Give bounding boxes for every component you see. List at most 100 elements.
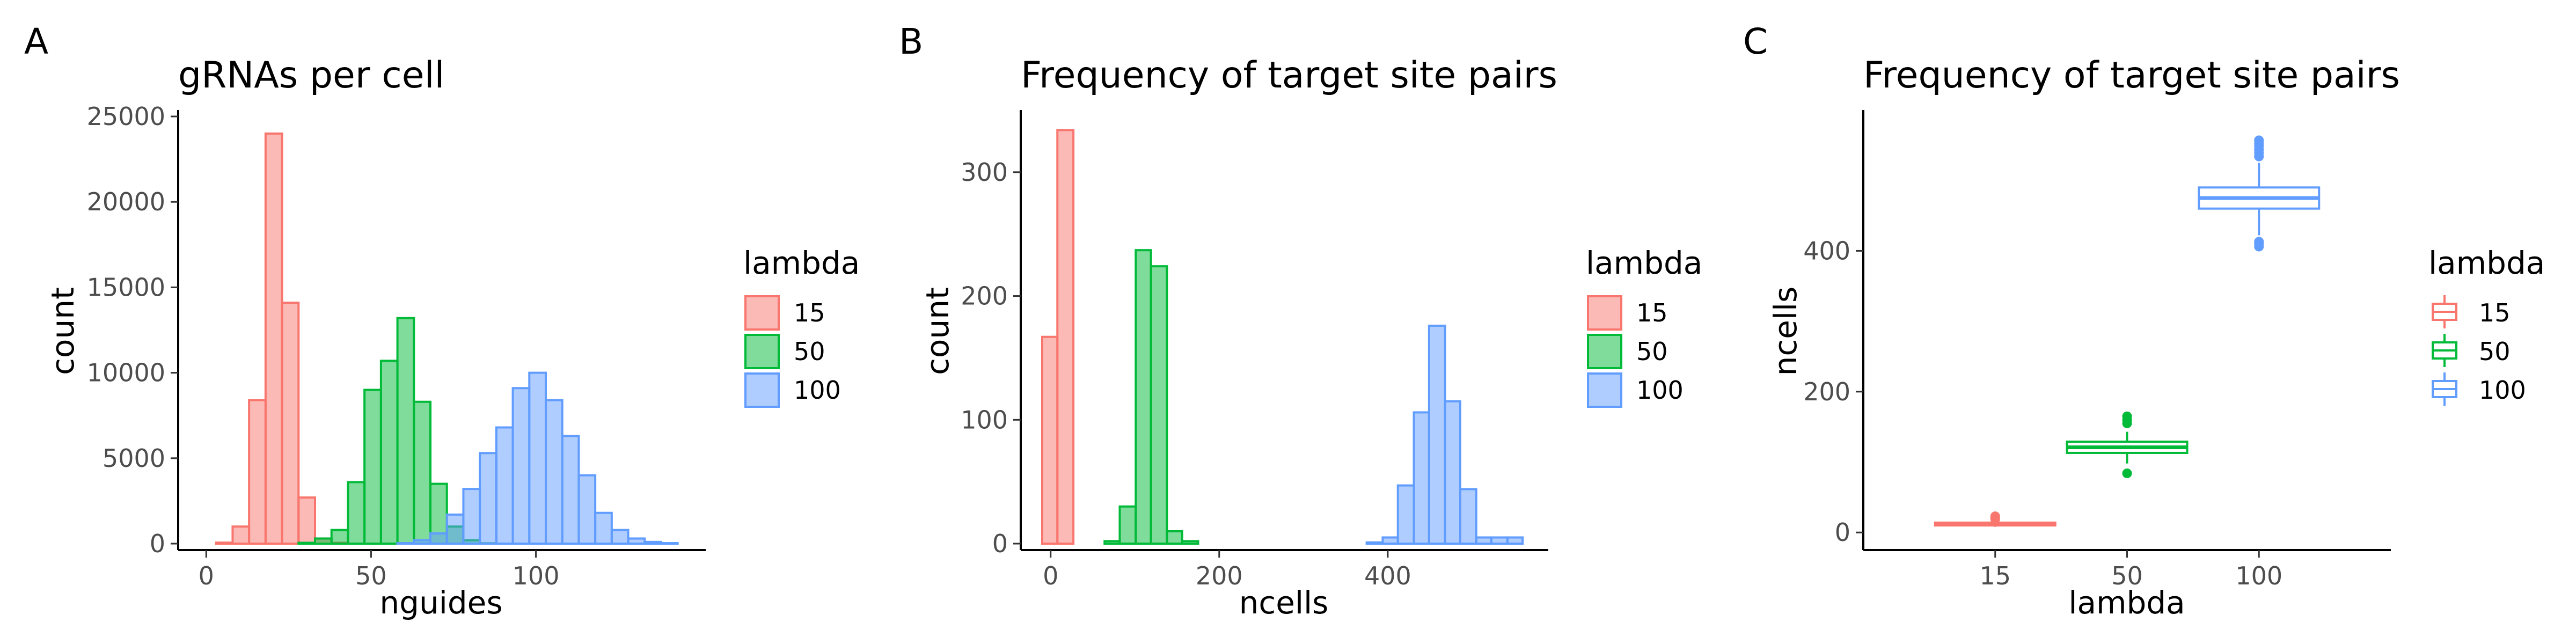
histogram-bar (1381, 536, 1399, 545)
legend-label: 100 (2479, 376, 2526, 405)
histogram-bar (561, 435, 580, 545)
panel-letter-c: C (1743, 21, 1768, 62)
x-tick-label: 50 (2111, 561, 2143, 590)
box-outlier-point (2254, 135, 2264, 145)
legend-key (1587, 295, 1622, 331)
legend-a: lambda 15 50 100 (743, 245, 860, 408)
histogram-bar (215, 541, 234, 545)
histogram-bar (627, 537, 646, 545)
histogram-bar (297, 496, 316, 545)
legend-key (744, 334, 780, 369)
histogram-bar (1181, 540, 1199, 545)
histogram-bar (545, 399, 564, 545)
chart-title-c: Frequency of target site pairs (1863, 54, 2400, 97)
histogram-bar (495, 426, 514, 545)
histogram-bar (1506, 536, 1524, 545)
histogram-bar (1459, 488, 1477, 545)
x-axis-title-b: ncells (1239, 584, 1329, 621)
legend-label: 50 (1636, 337, 1668, 366)
histogram-bar (1413, 411, 1430, 545)
histogram-bar (610, 529, 630, 545)
histogram-bar (528, 371, 547, 545)
legend-label: 15 (2479, 298, 2511, 327)
x-tick-label: 0 (1043, 561, 1058, 590)
legend-key (744, 372, 780, 408)
x-axis-title-a: nguides (379, 584, 502, 621)
y-tick-label: 100 (961, 405, 1008, 434)
x-tick-label: 100 (2235, 561, 2282, 590)
histogram-bar (511, 387, 531, 545)
histogram-bar (429, 532, 448, 545)
y-tick-label: 0 (1835, 518, 1850, 547)
box-outlier-point (2122, 411, 2132, 421)
legend-label: 50 (794, 337, 825, 366)
histogram-bar (577, 474, 597, 545)
y-tick-label: 200 (961, 282, 1008, 311)
histogram-bar (1103, 540, 1121, 545)
histogram-bar (281, 302, 300, 545)
histogram-bar (264, 132, 283, 545)
histogram-bar (1118, 505, 1137, 545)
histogram-bar (1135, 249, 1152, 545)
chart-title-b: Frequency of target site pairs (1021, 54, 1557, 97)
box-outlier-point (1990, 511, 2000, 522)
plot-area-c: 0 200 400 15 50 100 (1803, 110, 2391, 590)
histogram-bar (297, 541, 316, 545)
legend-key (1587, 372, 1622, 408)
x-tick-label: 0 (199, 561, 214, 590)
histogram-bar (314, 537, 333, 545)
histogram-bar (1056, 129, 1075, 545)
histogram-bar (643, 540, 663, 545)
histogram-bar (396, 542, 415, 545)
x-tick-label: 100 (513, 561, 560, 590)
histogram-bar (1041, 335, 1059, 545)
histogram-bar (594, 511, 613, 545)
y-tick-label: 300 (961, 158, 1008, 187)
legend-label: 100 (1636, 376, 1684, 405)
x-tick-label: 200 (1196, 561, 1243, 590)
panel-letter-a: A (24, 21, 48, 62)
histogram-bar (231, 525, 251, 545)
y-tick-label: 25000 (87, 102, 165, 131)
panel-letter-b: B (899, 21, 923, 62)
histogram-bar (347, 481, 366, 545)
histogram-bar (363, 389, 382, 545)
legend-label: 15 (794, 298, 825, 327)
y-tick-label: 200 (1803, 377, 1850, 406)
histogram-bar (479, 452, 497, 545)
box-outlier-point (2122, 468, 2132, 478)
box-outlier-point (2254, 237, 2264, 247)
histogram-bar (248, 399, 267, 545)
x-axis-title-c: lambda (2068, 584, 2185, 621)
histogram-bar (1365, 541, 1384, 545)
legend-b: lambda 15 50 100 (1586, 245, 1702, 408)
histogram-bar (462, 488, 481, 545)
y-tick-label: 0 (150, 529, 165, 558)
legend-c: lambda 15 50 100 (2428, 245, 2545, 406)
histogram-bar (379, 360, 399, 545)
legend-title: lambda (2428, 245, 2545, 281)
legend-label: 50 (2479, 337, 2511, 366)
legend-label: 100 (794, 376, 841, 405)
legend-key (1587, 334, 1622, 369)
y-tick-label: 0 (992, 529, 1008, 558)
histogram-bar (445, 513, 465, 545)
chart-title-a: gRNAs per cell (178, 54, 444, 97)
histogram-bar (1475, 536, 1493, 545)
y-tick-label: 5000 (103, 444, 165, 473)
legend-key (744, 295, 780, 331)
histogram-bar (396, 317, 415, 545)
histogram-bar (413, 539, 431, 545)
histogram-bar (1396, 484, 1415, 545)
histogram-bar (1490, 536, 1509, 545)
x-tick-label: 15 (1979, 561, 2011, 590)
y-tick-label: 15000 (87, 273, 165, 302)
y-tick-label: 400 (1803, 236, 1850, 265)
y-tick-label: 20000 (87, 187, 165, 216)
plot-area-a: 0 5000 10000 15000 20000 25000 0 50 100 (87, 102, 706, 590)
plot-area-b: 0 100 200 300 0 200 400 (961, 110, 1548, 590)
histogram-bar (660, 542, 679, 545)
histogram-bar (1428, 324, 1446, 545)
histogram-bar (1150, 265, 1168, 545)
